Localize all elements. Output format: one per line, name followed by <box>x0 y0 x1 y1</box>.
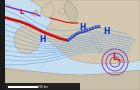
Polygon shape <box>83 30 86 32</box>
Polygon shape <box>18 21 21 22</box>
Polygon shape <box>16 20 18 22</box>
Polygon shape <box>64 0 78 24</box>
Polygon shape <box>41 31 44 33</box>
Polygon shape <box>58 8 65 14</box>
Bar <box>5 83 80 90</box>
Bar <box>8 86 38 88</box>
Polygon shape <box>88 27 91 30</box>
Polygon shape <box>36 28 39 30</box>
Polygon shape <box>62 39 64 40</box>
Bar <box>0 0 5 90</box>
Polygon shape <box>70 35 73 38</box>
Polygon shape <box>85 28 88 31</box>
Polygon shape <box>29 25 31 26</box>
Polygon shape <box>52 35 54 37</box>
Polygon shape <box>31 26 34 28</box>
Polygon shape <box>54 36 57 38</box>
Polygon shape <box>26 23 28 25</box>
Polygon shape <box>8 18 11 20</box>
Polygon shape <box>10 19 13 20</box>
Polygon shape <box>44 32 46 34</box>
Polygon shape <box>14 26 42 54</box>
Polygon shape <box>94 25 97 28</box>
Polygon shape <box>13 19 16 21</box>
Polygon shape <box>97 25 100 27</box>
Polygon shape <box>23 22 26 24</box>
Polygon shape <box>49 34 52 36</box>
Text: H: H <box>39 35 45 44</box>
Polygon shape <box>90 36 102 52</box>
Polygon shape <box>91 26 94 29</box>
Text: 996: 996 <box>117 59 123 63</box>
Text: L: L <box>20 9 24 15</box>
Text: H: H <box>103 28 109 37</box>
Text: 500 km: 500 km <box>38 85 48 89</box>
Polygon shape <box>77 31 80 33</box>
Polygon shape <box>40 2 54 18</box>
Polygon shape <box>6 17 9 19</box>
Text: H: H <box>79 23 85 32</box>
Polygon shape <box>4 17 6 18</box>
Polygon shape <box>72 33 75 36</box>
Polygon shape <box>75 32 77 34</box>
Polygon shape <box>46 33 49 35</box>
Polygon shape <box>65 39 67 41</box>
Polygon shape <box>34 27 36 29</box>
Polygon shape <box>5 68 140 90</box>
Polygon shape <box>59 38 62 40</box>
Polygon shape <box>21 22 23 23</box>
Polygon shape <box>66 38 68 41</box>
Polygon shape <box>57 37 59 39</box>
Polygon shape <box>30 0 140 64</box>
Polygon shape <box>80 30 83 33</box>
Text: L: L <box>113 53 117 62</box>
Polygon shape <box>39 30 41 32</box>
Polygon shape <box>68 37 70 39</box>
Polygon shape <box>31 10 38 16</box>
